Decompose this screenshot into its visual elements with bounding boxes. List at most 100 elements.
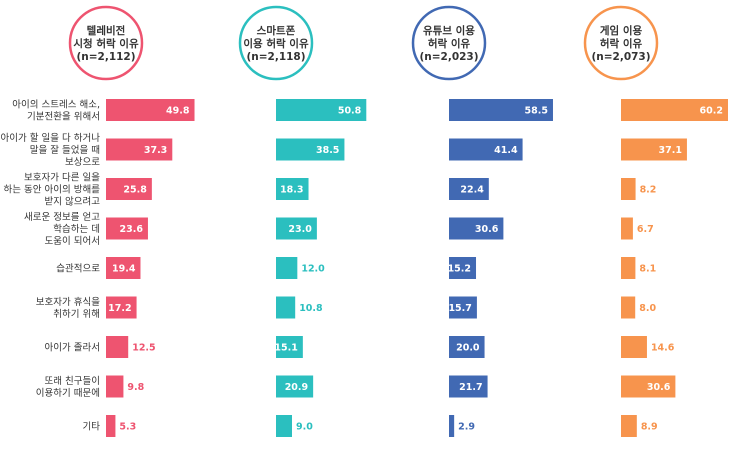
bar [621, 296, 636, 319]
value-label: 41.4 [494, 145, 518, 156]
bar [106, 415, 116, 437]
bar [621, 375, 676, 398]
value-label: 30.6 [647, 382, 671, 393]
series-header-label: 허락 이유 [600, 37, 643, 50]
bar [621, 415, 637, 437]
value-label: 14.6 [651, 343, 675, 354]
bar [106, 138, 173, 161]
category-label: 취하기 위해 [53, 308, 100, 320]
value-label: 22.4 [460, 185, 484, 196]
value-label: 8.9 [641, 422, 658, 433]
bar [276, 415, 292, 437]
bar [276, 296, 296, 319]
value-label: 37.3 [144, 145, 167, 156]
series-header-label: (n=2,023) [419, 51, 478, 63]
bar [449, 415, 455, 437]
bar [449, 217, 504, 240]
category-label: 하는 동안 아이의 방해를 [4, 184, 101, 196]
bar [276, 178, 309, 200]
bar [276, 336, 303, 358]
series-header-label: 스마트폰 [257, 24, 296, 37]
bar [276, 138, 345, 161]
bar [106, 257, 141, 279]
value-label: 37.1 [658, 145, 681, 156]
bar [449, 296, 477, 319]
series-header-circle [583, 5, 659, 81]
category-label: 또래 친구들이 [45, 376, 100, 387]
category-label: 이용하기 때문에 [36, 387, 100, 399]
series-header-label: 이용 허락 이유 [243, 37, 309, 50]
value-label: 15.7 [448, 303, 471, 314]
bar [449, 138, 523, 161]
value-label: 6.7 [637, 224, 654, 235]
bar [621, 217, 633, 240]
category-label: 학습하는 데 [53, 223, 100, 235]
bar [449, 99, 553, 121]
bar [449, 375, 488, 398]
category-label: 기분전환을 위해서 [27, 111, 100, 123]
value-label: 18.3 [280, 185, 303, 196]
bar [621, 99, 728, 121]
bar [276, 99, 367, 121]
category-label: 새로운 정보를 얻고 [24, 211, 100, 223]
category-label: 도움이 되어서 [45, 236, 100, 247]
value-label: 8.1 [639, 264, 656, 275]
bar [449, 257, 477, 279]
category-label: 보호자가 다른 일을 [24, 173, 100, 184]
bar [621, 257, 636, 279]
value-label: 21.7 [459, 382, 482, 393]
category-label: 습관적으로 [56, 263, 100, 275]
category-label: 받지 않으려고 [45, 196, 101, 208]
value-label: 2.9 [458, 422, 475, 433]
category-label: 기타 [83, 422, 101, 433]
value-label: 9.0 [296, 422, 313, 433]
series-header-circle [238, 5, 314, 81]
bar [621, 336, 647, 358]
value-label: 23.0 [288, 224, 312, 235]
category-label: 아이의 스트레스 해소, [12, 99, 100, 111]
value-label: 8.2 [640, 185, 657, 196]
bar [106, 178, 152, 200]
value-label: 15.1 [274, 343, 297, 354]
series-header-label: (n=2,073) [591, 51, 650, 63]
category-label: 보상으로 [65, 157, 100, 168]
value-label: 9.8 [127, 382, 144, 393]
bar [621, 138, 687, 161]
category-label: 보호자가 휴식을 [36, 297, 100, 308]
value-label: 38.5 [316, 145, 339, 156]
category-label: 아이가 졸라서 [45, 343, 100, 354]
value-label: 23.6 [119, 224, 143, 235]
bar [276, 217, 317, 240]
value-label: 17.2 [108, 303, 131, 314]
value-label: 19.4 [112, 264, 136, 275]
bar [106, 217, 148, 240]
series-header-label: (n=2,112) [76, 51, 135, 63]
series-header-circle [411, 5, 487, 81]
value-label: 12.0 [301, 264, 325, 275]
value-label: 58.5 [525, 106, 548, 117]
category-label: 아이가 할 일을 다 하거나 [1, 132, 101, 144]
series-header-label: 텔레비전 [87, 24, 126, 37]
series-header-label: (n=2,118) [246, 51, 305, 63]
bar [276, 257, 298, 279]
category-label: 말을 잘 들었을 때 [30, 144, 100, 156]
bar [276, 375, 314, 398]
value-label: 12.5 [132, 343, 155, 354]
value-label: 49.8 [166, 106, 190, 117]
bar [106, 336, 129, 358]
value-label: 60.2 [700, 106, 723, 117]
series-header-label: 유튜브 이용 [423, 24, 475, 37]
value-label: 30.6 [475, 224, 499, 235]
series-header-label: 시청 허락 이유 [73, 37, 139, 50]
value-label: 50.8 [338, 106, 362, 117]
series-header-label: 허락 이유 [428, 37, 471, 50]
bar [106, 296, 137, 319]
bar [106, 99, 195, 121]
bar [106, 375, 124, 398]
value-label: 20.0 [456, 343, 480, 354]
bar [621, 178, 636, 200]
bar [449, 178, 489, 200]
value-label: 10.8 [299, 303, 323, 314]
value-label: 5.3 [119, 422, 136, 433]
